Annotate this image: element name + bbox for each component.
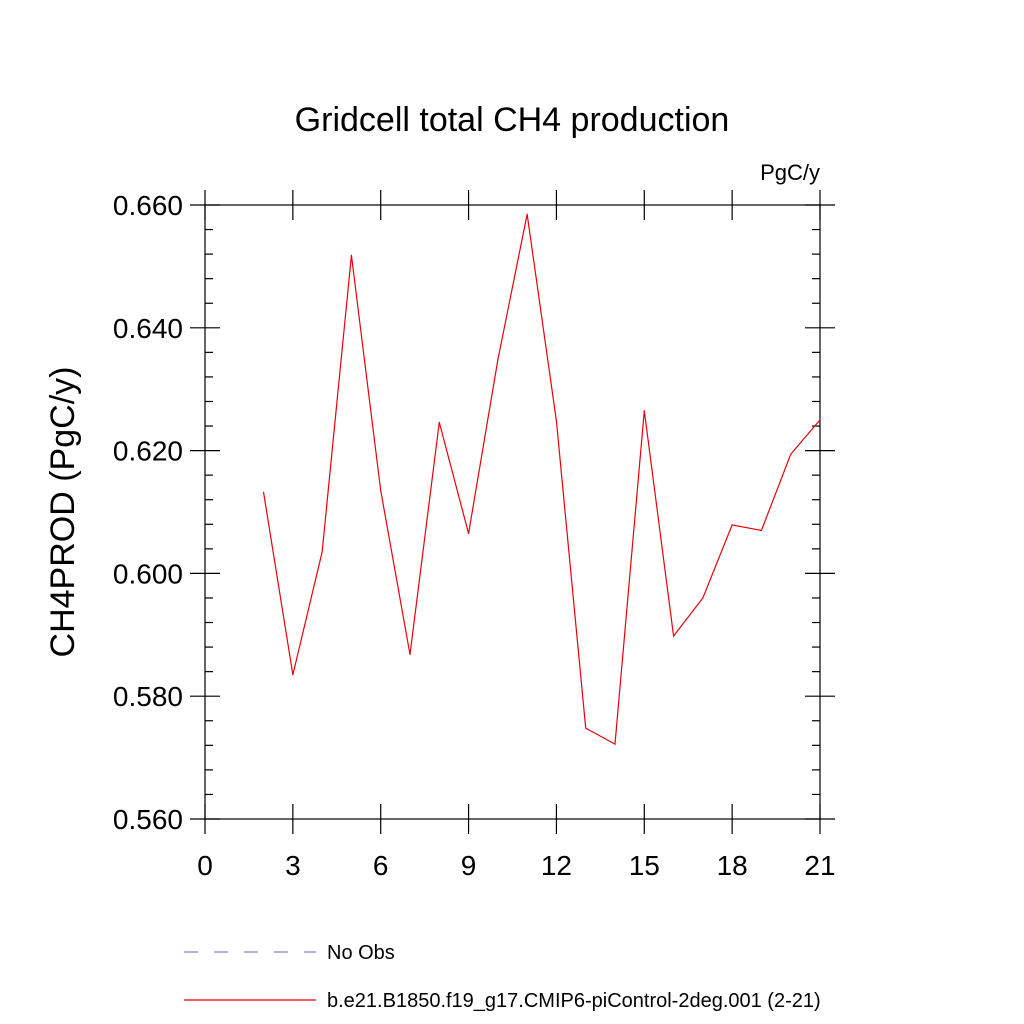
data-point bbox=[790, 453, 792, 455]
data-point bbox=[380, 489, 382, 492]
series-line bbox=[262, 214, 821, 746]
data-point bbox=[467, 532, 470, 535]
x-tick-label: 18 bbox=[717, 850, 748, 881]
y-tick-label: 0.640 bbox=[113, 313, 183, 344]
legend-label: No Obs bbox=[327, 942, 395, 964]
x-tick-label: 21 bbox=[804, 850, 835, 881]
y-tick-label: 0.600 bbox=[113, 558, 183, 589]
data-point bbox=[731, 524, 733, 526]
y-tick-label: 0.660 bbox=[113, 190, 183, 221]
data-point bbox=[321, 551, 323, 553]
data-point bbox=[585, 727, 587, 729]
y-axis-label: CH4PROD (PgC/y) bbox=[44, 367, 82, 658]
data-point bbox=[760, 529, 763, 532]
data-point bbox=[438, 421, 440, 423]
data-point bbox=[614, 743, 616, 745]
chart-title: Gridcell total CH4 production bbox=[295, 101, 730, 139]
data-point bbox=[555, 420, 558, 422]
data-point bbox=[262, 491, 265, 493]
data-point bbox=[350, 254, 353, 256]
data-point bbox=[292, 674, 294, 676]
y-tick-label: 0.620 bbox=[113, 436, 183, 467]
data-point bbox=[526, 213, 528, 215]
data-point bbox=[643, 410, 645, 412]
y-tick-label: 0.580 bbox=[113, 681, 183, 712]
x-tick-label: 3 bbox=[285, 850, 301, 881]
plot-area-frame bbox=[204, 204, 821, 820]
x-tick-label: 12 bbox=[541, 850, 572, 881]
x-tick-label: 15 bbox=[629, 850, 660, 881]
data-point bbox=[672, 635, 675, 637]
x-tick-label: 9 bbox=[461, 850, 477, 881]
data-point bbox=[702, 597, 704, 599]
x-tick-label: 6 bbox=[373, 850, 389, 881]
x-tick-label: 0 bbox=[197, 850, 213, 881]
y-tick-label: 0.560 bbox=[113, 804, 183, 835]
units-label: PgC/y bbox=[760, 160, 820, 185]
legend-label: b.e21.B1850.f19_g17.CMIP6-piControl-2deg… bbox=[327, 990, 821, 1012]
data-point bbox=[497, 359, 499, 361]
data-point bbox=[819, 419, 821, 421]
data-point bbox=[409, 653, 411, 656]
